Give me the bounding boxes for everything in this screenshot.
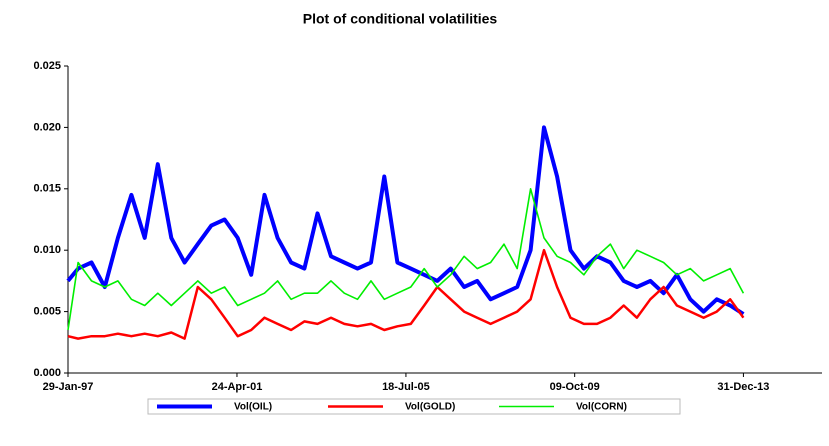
- series-line: [67, 188, 745, 331]
- series-line: [67, 248, 745, 340]
- series-line: [66, 125, 745, 316]
- y-tick-label: 0.025: [33, 60, 61, 72]
- legend-label: Vol(CORN): [576, 402, 627, 413]
- y-tick-label: 0.020: [33, 121, 61, 133]
- legend-label: Vol(OIL): [234, 402, 272, 413]
- x-tick-label: 31-Dec-13: [717, 381, 769, 393]
- legend-label: Vol(GOLD): [405, 402, 455, 413]
- y-tick-label: 0.015: [33, 183, 61, 195]
- x-tick-label: 09-Oct-09: [550, 381, 600, 393]
- chart-title: Plot of conditional volatilities: [303, 11, 498, 27]
- y-tick-label: 0.005: [33, 306, 61, 318]
- y-tick-label: 0.000: [33, 367, 61, 379]
- x-tick-label: 18-Jul-05: [382, 381, 430, 393]
- legend-box: [147, 398, 681, 415]
- x-tick-label: 29-Jan-97: [43, 381, 94, 393]
- y-tick-label: 0.010: [33, 244, 61, 256]
- x-tick-label: 24-Apr-01: [212, 381, 263, 393]
